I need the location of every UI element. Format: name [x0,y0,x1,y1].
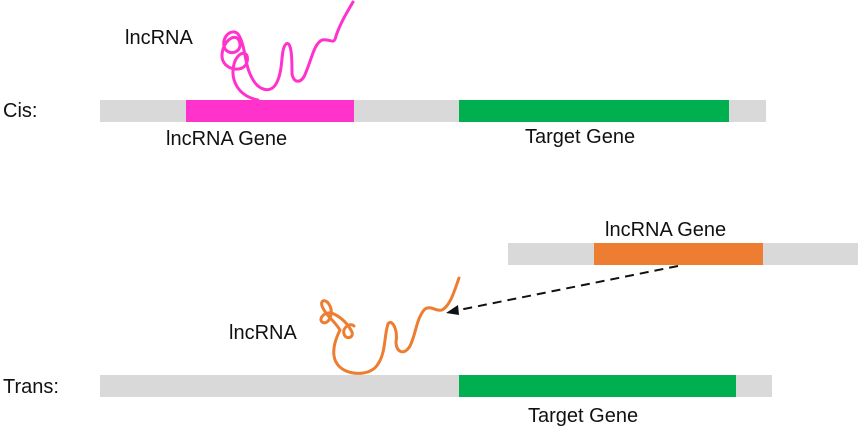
cis-target-gene-segment [459,100,729,122]
trans-arrowhead [446,305,459,315]
trans-row-label: Trans: [3,376,59,398]
trans-target-gene-segment [459,375,736,397]
cis-lncrna-label: lncRNA [125,27,193,49]
trans-target-gene-label: Target Gene [528,405,639,427]
trans-lncrna-label: lncRNA [229,322,297,344]
trans-lncrna-gene-label: lncRNA Gene [605,219,727,241]
cis-lncrna-gene-segment [186,100,354,122]
trans-lncrna-gene-segment [594,243,763,265]
trans-lncrna-transcript [319,276,461,375]
cis-lncrna-transcript [220,0,355,102]
cis-lncrna-gene-label: lncRNA Gene [166,128,288,150]
cis-row-label: Cis: [3,100,38,122]
trans-dashed-arrow-line [453,265,679,312]
cis-target-gene-label: Target Gene [525,126,636,148]
